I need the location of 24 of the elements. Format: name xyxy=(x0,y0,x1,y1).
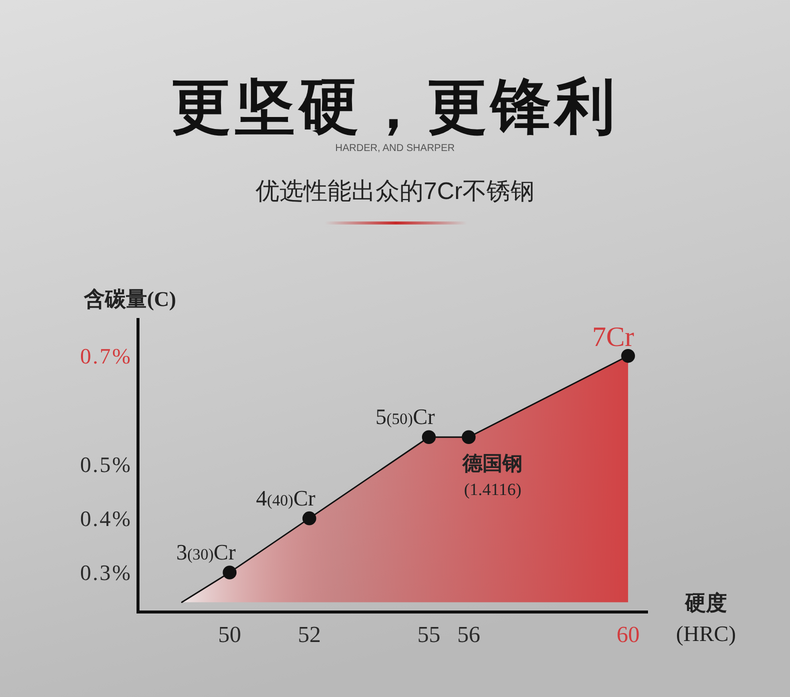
x-tick-label: 60 xyxy=(616,622,640,647)
chart-subtitle: HARDER, AND SHARPER xyxy=(335,143,455,154)
text: 优选性能出众的7Cr不锈钢 xyxy=(256,178,534,205)
x-tick-label: 50 xyxy=(218,622,242,647)
point xyxy=(621,349,635,363)
y-tick-label: 0.3% xyxy=(80,560,132,586)
y-tick-label: 0.5% xyxy=(80,452,132,477)
point xyxy=(302,511,316,526)
y-axis-title: 含碳量(C) xyxy=(83,287,176,311)
x-tick-label: 55 xyxy=(417,622,440,647)
annotation: 7Cr xyxy=(592,322,635,353)
annotation: 3(30)Cr xyxy=(176,539,236,564)
annotation: 德国钢 (1.4116) xyxy=(462,453,523,500)
x-axis-title: 硬度 (HRC) xyxy=(676,591,736,646)
y-tick-label: 0.7% xyxy=(80,344,132,369)
chart-title: 更坚硬，更锋利 xyxy=(171,74,619,140)
x-tick-label: 56 xyxy=(457,622,480,647)
point xyxy=(222,566,237,580)
y-tick-label: 0.4% xyxy=(80,506,132,532)
point xyxy=(422,430,436,444)
x-tick-label: 52 xyxy=(298,622,321,647)
annotation: 4(40)Cr xyxy=(256,485,316,510)
annotation: 5(50)Cr xyxy=(375,404,436,430)
point xyxy=(462,430,476,444)
